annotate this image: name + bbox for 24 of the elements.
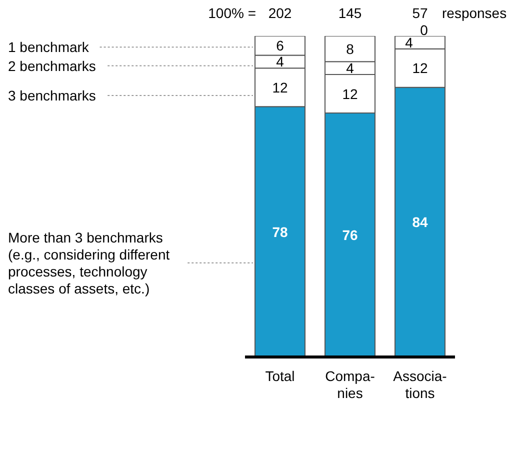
x-tick-label: Compa- nies xyxy=(325,368,376,401)
data-label: 12 xyxy=(272,79,288,96)
data-label: 76 xyxy=(342,227,358,244)
text: More than 3 benchmarks (e.g., considering different processes, technology classes of assets, etc.) xyxy=(8,229,170,296)
data-label: 6 xyxy=(276,38,284,54)
text: 100% = xyxy=(208,5,256,21)
data-label: 84 xyxy=(412,214,428,230)
data-label: 12 xyxy=(412,60,428,76)
data-label: 8 xyxy=(346,40,354,57)
text: 3 benchmarks xyxy=(8,88,96,104)
annotation: 202 xyxy=(268,5,292,21)
data-label: 4 xyxy=(346,60,354,76)
data-label: 4 xyxy=(276,54,284,70)
data-label: 12 xyxy=(342,86,358,102)
data-label: 4 xyxy=(405,34,414,50)
annotation: 57 xyxy=(412,5,428,21)
text: 2 benchmarks xyxy=(8,58,96,74)
data-label: 0 xyxy=(420,22,428,38)
annotation: 145 xyxy=(338,5,362,21)
x-tick-label: Total xyxy=(265,368,295,384)
data-label: 78 xyxy=(272,224,288,240)
text: 1 benchmark xyxy=(8,39,90,56)
text: responses xyxy=(442,5,507,21)
x-tick-label: Associa- tions xyxy=(393,368,448,401)
